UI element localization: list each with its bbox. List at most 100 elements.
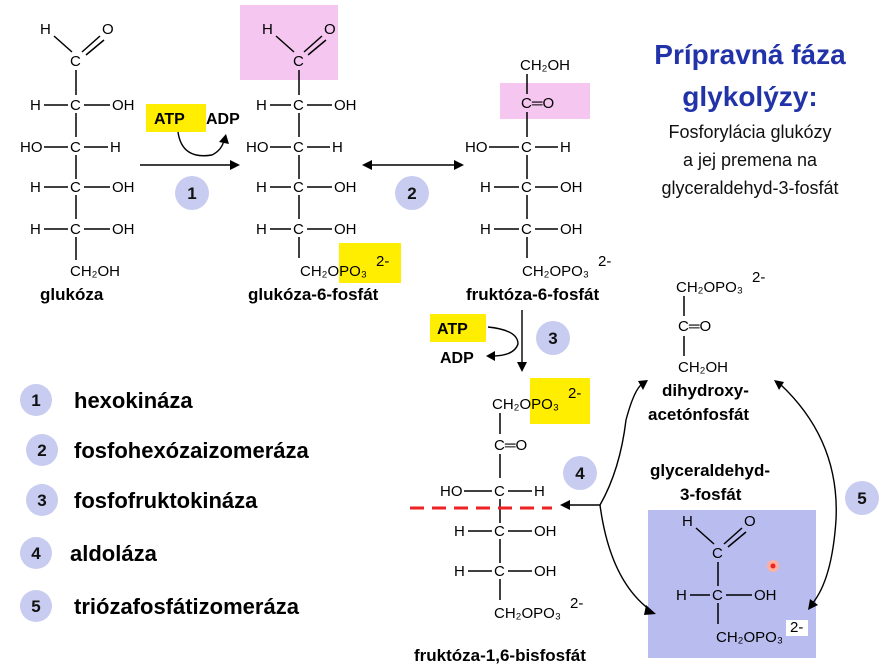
- g3p-label-2: 3-fosfát: [680, 485, 742, 504]
- atom-label: H: [682, 513, 693, 530]
- step-number: 2: [407, 184, 416, 203]
- f16bp-phosphate-highlight: [530, 378, 590, 424]
- step-badge-4: [563, 456, 597, 490]
- atom-label: H: [332, 139, 343, 156]
- atp-label-1-box: [146, 104, 206, 132]
- legend-badge-2: [26, 434, 58, 466]
- subtitle-line-2: a jej premena na: [683, 150, 818, 170]
- enzyme-name: fosfohexózaizomeráza: [74, 438, 309, 463]
- atom-label: CH₂OPO₃: [676, 279, 743, 296]
- atom-label: C: [293, 179, 304, 196]
- atp-label-3-box: [430, 314, 486, 342]
- title-line-2: glykolýzy:: [682, 81, 817, 112]
- atom-label: C: [712, 545, 723, 562]
- atom-label: H: [560, 139, 571, 156]
- atom-label: CH₂OH: [678, 359, 728, 376]
- atom-label: H: [676, 587, 687, 604]
- enzyme-name: hexokináza: [74, 388, 193, 413]
- charge-label: 2-: [376, 253, 389, 270]
- atom-label: C: [293, 53, 304, 70]
- atom-label: OH: [534, 523, 557, 540]
- legend-number: 3: [37, 491, 46, 510]
- enzyme-name: triózafosfátizomeráza: [74, 594, 300, 619]
- atom-label: H: [480, 179, 491, 196]
- atom-label: C: [494, 523, 505, 540]
- atom-label: HO: [440, 483, 463, 500]
- atom-label: C: [521, 221, 532, 238]
- step-badge-3: [536, 321, 570, 355]
- step-badge-1: [175, 176, 209, 210]
- adp-label-3: ADP: [440, 350, 474, 367]
- legend-badge-4: [20, 537, 52, 569]
- atom-label: C═O: [494, 437, 527, 454]
- g3p-label-1: glyceraldehyd-: [650, 461, 770, 480]
- atom-label: OH: [112, 221, 135, 238]
- atom-label: H: [110, 139, 121, 156]
- atom-label: H: [262, 21, 273, 38]
- atom-label: C: [521, 179, 532, 196]
- atom-label: O: [744, 513, 756, 530]
- glucose-label: glukóza: [40, 285, 104, 304]
- atom-label: CH₂OPO₃: [300, 263, 367, 280]
- charge-label: 2-: [752, 269, 765, 286]
- atom-label: C: [293, 97, 304, 114]
- step-badge-2: [395, 176, 429, 210]
- legend-badge-5: [20, 590, 52, 622]
- atom-label: H: [454, 523, 465, 540]
- atp-label-1: ATP: [154, 111, 185, 128]
- atom-label: HO: [20, 139, 43, 156]
- dhap-structure: CH₂OPO₃ 2- C═O CH₂OH: [676, 269, 765, 376]
- charge-label: 2-: [598, 253, 611, 270]
- atom-label: C: [494, 483, 505, 500]
- f16bp-structure: CH₂OPO₃ 2- C═O HO C H H C OH H C OH CH₂O…: [440, 385, 583, 622]
- dhap-label-2: acetónfosfát: [648, 405, 749, 424]
- atom-label: C: [712, 587, 723, 604]
- atom-label: OH: [560, 179, 583, 196]
- atom-label: OH: [334, 179, 357, 196]
- atom-label: H: [256, 97, 267, 114]
- atom-label: O: [324, 21, 336, 38]
- atom-label: C═O: [678, 318, 711, 335]
- step-badge-5: [845, 481, 879, 515]
- atom-label: C: [70, 221, 81, 238]
- charge-highlight: [786, 620, 808, 636]
- step-number: 1: [187, 184, 196, 203]
- glucose-structure: H O C H C OH HO C H H C OH H C OH CH₂OH: [20, 21, 135, 280]
- atom-label: C: [293, 139, 304, 156]
- atom-label: H: [40, 21, 51, 38]
- legend-number: 2: [37, 441, 46, 460]
- g6p-aldehyde-highlight: [240, 5, 338, 80]
- enzyme-legend: 1 hexokináza 2 fosfohexózaizomeráza 3 fo…: [20, 384, 309, 622]
- atom-label: O: [102, 21, 114, 38]
- legend-badge-3: [26, 484, 58, 516]
- atom-label: OH: [534, 563, 557, 580]
- legend-badge-1: [20, 384, 52, 416]
- atom-label: CH₂OPO₃: [492, 396, 559, 413]
- atom-label: H: [256, 179, 267, 196]
- step-number: 5: [857, 489, 866, 508]
- subtitle-line-1: Fosforylácia glukózy: [668, 122, 831, 142]
- charge-label: 2-: [570, 595, 583, 612]
- atp-label-3: ATP: [437, 321, 468, 338]
- atom-label: C: [70, 97, 81, 114]
- atom-label: OH: [560, 221, 583, 238]
- f6p-label: fruktóza-6-fosfát: [466, 285, 600, 304]
- atom-label: C: [70, 139, 81, 156]
- atom-label: H: [454, 563, 465, 580]
- step-number: 4: [575, 464, 585, 483]
- legend-number: 5: [31, 597, 40, 616]
- legend-number: 4: [31, 544, 41, 563]
- atom-label: OH: [112, 179, 135, 196]
- atom-label: HO: [246, 139, 269, 156]
- atom-label: C: [494, 563, 505, 580]
- subtitle-line-3: glyceraldehyd-3-fosfát: [661, 178, 838, 198]
- enzyme-name: fosfofruktokináza: [74, 488, 258, 513]
- atom-label: CH₂OPO₃: [522, 263, 589, 280]
- step-number: 3: [548, 329, 557, 348]
- charge-label: 2-: [568, 385, 581, 402]
- charge-label: 2-: [790, 619, 803, 636]
- dhap-label-1: dihydroxy-: [662, 381, 749, 400]
- atom-label: C: [70, 53, 81, 70]
